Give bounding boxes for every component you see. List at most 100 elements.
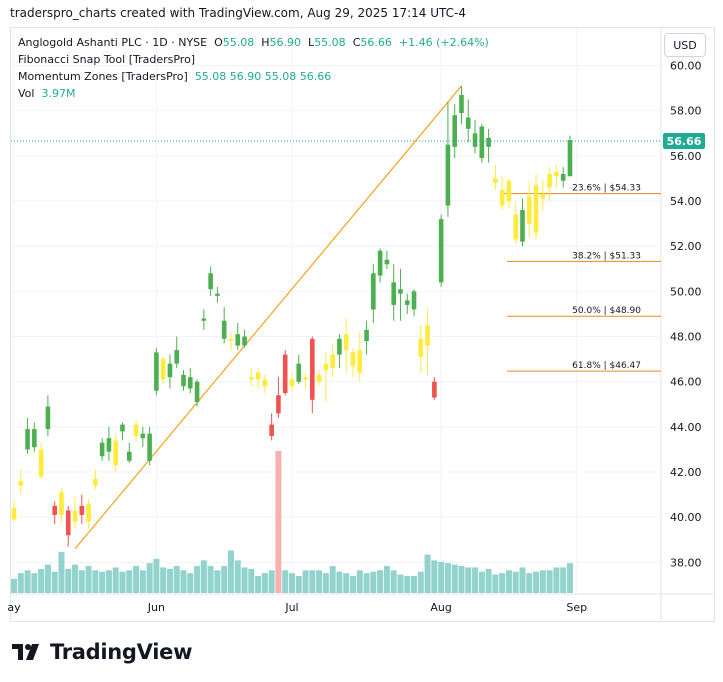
candle-body bbox=[11, 508, 17, 520]
volume-bar bbox=[288, 573, 295, 593]
candle-body bbox=[499, 189, 505, 206]
candle-body bbox=[323, 363, 329, 371]
indicator-fibonacci[interactable]: Fibonacci Snap Tool [TradersPro] bbox=[18, 53, 196, 66]
candle-body bbox=[540, 194, 546, 199]
indicator-volume[interactable]: Vol 3.97M bbox=[18, 85, 489, 102]
candle-body bbox=[133, 424, 139, 436]
candle-body bbox=[174, 350, 180, 364]
volume-bar bbox=[58, 551, 65, 593]
price-tick-label: 48.00 bbox=[670, 331, 702, 344]
candle-body bbox=[32, 429, 37, 448]
candle-body bbox=[364, 329, 369, 342]
time-tick-label: Jun bbox=[147, 601, 165, 614]
volume-bar bbox=[390, 570, 397, 593]
volume-bar bbox=[166, 568, 173, 593]
legend-symbol-row[interactable]: Anglogold Ashanti PLC · 1D · NYSE O55.08… bbox=[18, 34, 489, 51]
time-axis: ay Jun Jul Aug Sep bbox=[7, 593, 714, 614]
volume-label: Vol bbox=[18, 87, 35, 100]
volume-bar bbox=[126, 570, 133, 593]
candle-body bbox=[113, 440, 118, 466]
volume-bar bbox=[465, 567, 472, 593]
close-value: 56.66 bbox=[360, 36, 392, 49]
candle-body bbox=[465, 117, 471, 129]
tradingview-logo[interactable]: TradingView bbox=[12, 640, 192, 664]
candle-body bbox=[215, 293, 220, 296]
candle-body bbox=[411, 291, 417, 310]
candle-body bbox=[506, 180, 512, 202]
candle-body bbox=[330, 354, 335, 369]
volume-bar bbox=[173, 566, 180, 593]
volume-bar bbox=[261, 573, 268, 593]
candle-body bbox=[167, 363, 173, 378]
volume-bar bbox=[302, 570, 309, 593]
volume-bar bbox=[336, 571, 343, 593]
indicator-momentum[interactable]: Momentum Zones [TradersPro] 55.08 56.90 … bbox=[18, 68, 489, 85]
volume-bar bbox=[539, 570, 546, 593]
price-tick-label: 38.00 bbox=[670, 556, 702, 569]
candle-body bbox=[391, 282, 396, 305]
volume-bar bbox=[329, 566, 336, 593]
volume-bar bbox=[221, 566, 228, 593]
volume-bar bbox=[200, 560, 207, 593]
low-label: L bbox=[308, 36, 315, 49]
open-label: O bbox=[214, 36, 223, 49]
volume-bar bbox=[546, 570, 553, 593]
candle-body bbox=[371, 273, 376, 310]
volume-bar bbox=[350, 575, 356, 593]
candle-body bbox=[86, 503, 91, 522]
last-price-tag bbox=[663, 132, 705, 149]
volume-bar bbox=[11, 578, 17, 593]
volume-bars bbox=[11, 451, 573, 593]
candle-body bbox=[221, 320, 227, 339]
candle-body bbox=[526, 196, 532, 224]
price-tick-label: 40.00 bbox=[670, 511, 702, 524]
price-tick-label: 58.00 bbox=[670, 105, 702, 118]
volume-bar bbox=[316, 570, 323, 593]
candle-body bbox=[425, 325, 430, 346]
candle-body bbox=[160, 359, 166, 380]
candle-body bbox=[560, 173, 566, 181]
volume-bar bbox=[370, 571, 377, 593]
close-label: C bbox=[352, 36, 361, 49]
candle-body bbox=[520, 210, 525, 242]
candle-body bbox=[554, 171, 559, 177]
chart-pane[interactable] bbox=[10, 27, 715, 622]
candle-body bbox=[459, 94, 464, 113]
tradingview-logo-icon bbox=[12, 644, 39, 660]
volume-value: 3.97M bbox=[41, 87, 76, 100]
volume-bar bbox=[444, 563, 451, 593]
volume-bar bbox=[458, 566, 465, 593]
candle-body bbox=[79, 505, 85, 515]
candle-body bbox=[472, 133, 478, 147]
candle-body bbox=[533, 185, 539, 233]
volume-bar bbox=[248, 568, 255, 593]
volume-bar bbox=[234, 560, 241, 593]
currency-button[interactable]: USD bbox=[664, 33, 706, 57]
candle-body bbox=[445, 144, 451, 206]
volume-bar bbox=[105, 570, 112, 593]
candle-body bbox=[398, 289, 403, 294]
candle-body bbox=[99, 442, 105, 457]
candle-body bbox=[126, 451, 132, 461]
time-tick-label: Aug bbox=[430, 601, 451, 614]
price-tick-label: 42.00 bbox=[670, 466, 702, 479]
indicator-momentum-name: Momentum Zones [TradersPro] bbox=[18, 70, 188, 83]
candle-body bbox=[486, 137, 491, 147]
volume-bar bbox=[492, 574, 499, 593]
volume-bar bbox=[268, 570, 275, 593]
candle-body bbox=[242, 336, 247, 346]
candle-body bbox=[493, 178, 498, 183]
volume-bar bbox=[553, 567, 560, 593]
candle-body bbox=[181, 374, 186, 387]
volume-bar bbox=[275, 451, 282, 593]
volume-bar bbox=[417, 571, 424, 593]
price-tick-label: 54.00 bbox=[670, 195, 702, 208]
candle-body bbox=[65, 510, 71, 536]
price-tick-label: 52.00 bbox=[670, 240, 702, 253]
candle-body bbox=[25, 429, 30, 450]
volume-bar bbox=[472, 567, 479, 593]
candle-body bbox=[208, 273, 213, 290]
candle-body bbox=[154, 352, 159, 391]
volume-bar bbox=[92, 570, 99, 593]
